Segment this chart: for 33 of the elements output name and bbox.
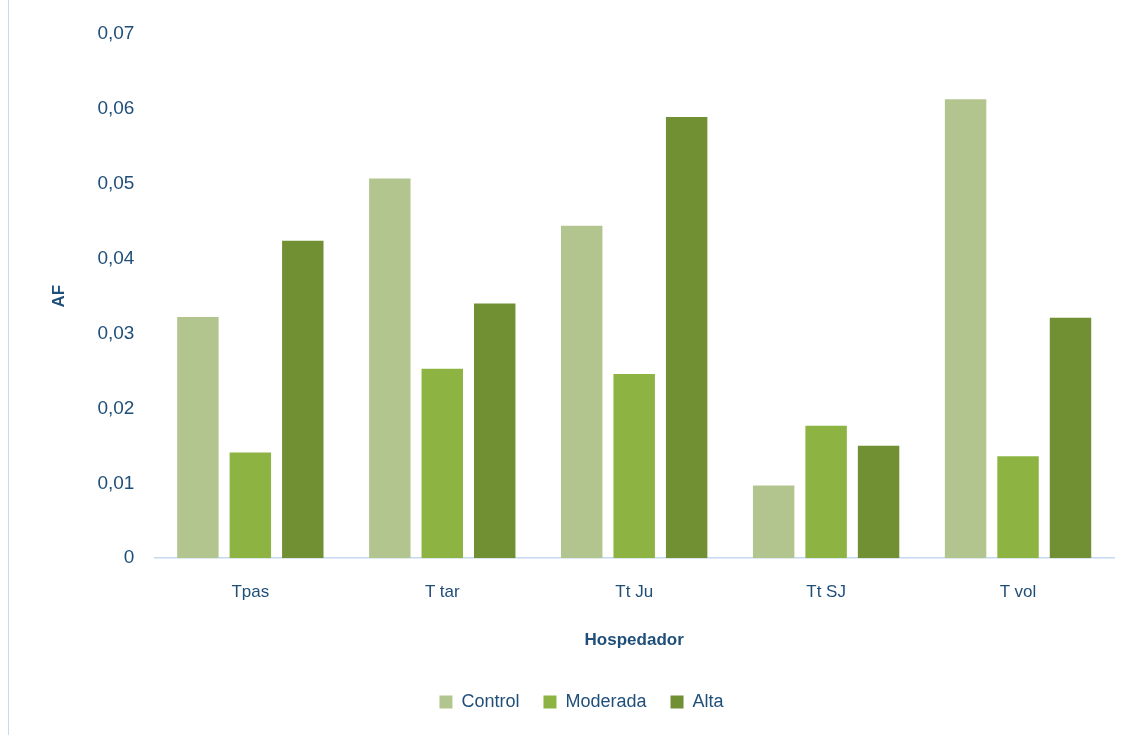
- y-tick-label: 0,01: [97, 471, 135, 493]
- y-tick-label: 0,04: [97, 246, 135, 268]
- bar: [474, 303, 516, 559]
- bar: [613, 373, 655, 559]
- bar: [369, 178, 411, 559]
- bar: [752, 485, 795, 559]
- x-tick-label: Tt Ju: [615, 582, 654, 602]
- x-tick-label: T vol: [999, 582, 1037, 602]
- x-tick-label: T tar: [424, 582, 460, 602]
- y-tick-label: 0,05: [97, 172, 135, 194]
- y-axis-title: AF: [48, 284, 68, 308]
- bar: [561, 225, 603, 559]
- y-tick-label: 0: [123, 546, 135, 568]
- bar: [177, 317, 219, 559]
- legend-label: Moderada: [565, 690, 648, 711]
- x-tick-label: Tt SJ: [806, 582, 846, 602]
- y-tick-label: 0,07: [97, 22, 135, 44]
- bar: [997, 456, 1039, 559]
- bar: [282, 240, 324, 559]
- bar: [229, 452, 272, 559]
- x-axis-title: Hospedador: [584, 630, 685, 650]
- y-tick-label: 0,03: [97, 321, 135, 343]
- y-tick-label: 0,06: [97, 97, 135, 119]
- legend-label: Alta: [692, 690, 725, 711]
- bar: [421, 368, 463, 559]
- bar: [665, 117, 708, 559]
- bar: [805, 425, 847, 559]
- bar: [944, 99, 987, 559]
- x-tick-label: Tpas: [231, 582, 270, 602]
- bar: [857, 445, 900, 559]
- legend-label: Control: [461, 690, 520, 711]
- y-tick-label: 0,02: [97, 396, 135, 418]
- bar: [1049, 317, 1092, 559]
